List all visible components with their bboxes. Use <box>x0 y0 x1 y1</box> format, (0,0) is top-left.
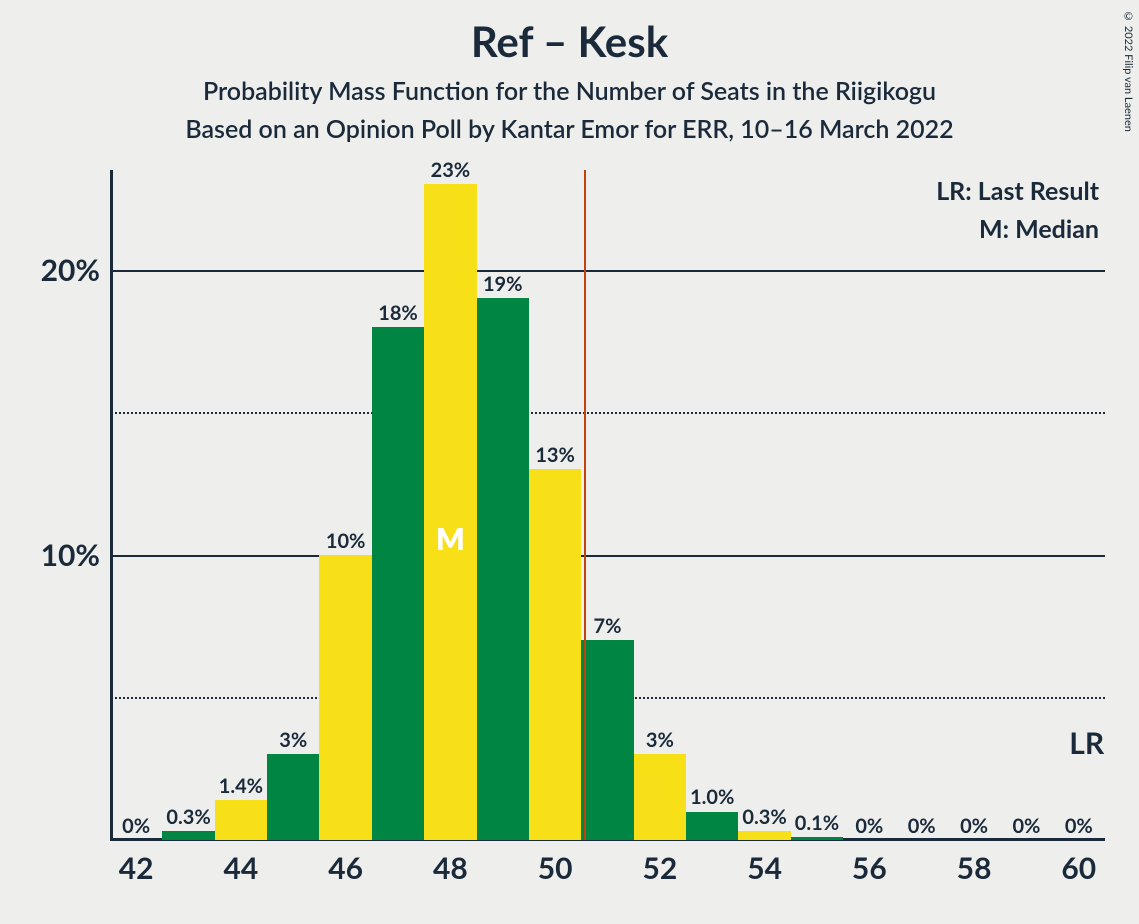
x-tick-label: 44 <box>224 850 259 886</box>
bar-value-label: 0% <box>908 814 936 838</box>
bar <box>791 837 843 840</box>
bar-value-label: 0% <box>122 814 150 838</box>
bar <box>372 327 424 840</box>
bar-value-label: 0% <box>1065 814 1093 838</box>
x-tick-label: 46 <box>328 850 363 886</box>
bar-value-label: 10% <box>326 529 366 553</box>
bar-value-label: 0% <box>960 814 988 838</box>
x-tick-label: 58 <box>957 850 992 886</box>
chart-title: Ref – Kesk <box>0 16 1139 66</box>
bar-value-label: 0% <box>1012 814 1040 838</box>
bar <box>162 831 214 840</box>
y-axis <box>110 170 113 840</box>
bar-value-label: 7% <box>594 614 622 638</box>
gridline <box>110 270 1105 272</box>
legend-lr: LR: Last Result <box>936 176 1099 206</box>
x-tick-label: 52 <box>642 850 677 886</box>
bar <box>529 469 581 840</box>
bar-value-label: 0.3% <box>166 805 210 829</box>
bar <box>738 831 790 840</box>
bar-value-label: 18% <box>378 301 418 325</box>
x-tick-label: 54 <box>747 850 782 886</box>
lr-line <box>584 170 586 840</box>
bar <box>477 298 529 840</box>
bar-value-label: 13% <box>535 443 575 467</box>
chart-subtitle-2: Based on an Opinion Poll by Kantar Emor … <box>0 114 1139 144</box>
copyright-text: © 2022 Filip van Laenen <box>1122 10 1135 132</box>
y-tick-label: 20% <box>41 252 100 288</box>
bar <box>267 754 319 840</box>
gridline <box>110 555 1105 557</box>
bar <box>215 800 267 840</box>
lr-axis-label: LR <box>1069 725 1104 761</box>
bar-value-label: 19% <box>483 272 523 296</box>
bar-value-label: 1.4% <box>219 774 263 798</box>
median-mark: M <box>436 521 465 557</box>
bar-value-label: 0.1% <box>795 811 839 835</box>
x-tick-label: 60 <box>1061 850 1096 886</box>
chart-subtitle-1: Probability Mass Function for the Number… <box>0 76 1139 106</box>
x-tick-label: 42 <box>119 850 154 886</box>
bar <box>686 812 738 841</box>
legend-m: M: Median <box>979 214 1099 244</box>
bar-value-label: 1.0% <box>690 785 734 809</box>
bar <box>634 754 686 840</box>
bar-value-label: 0% <box>855 814 883 838</box>
x-tick-label: 56 <box>852 850 887 886</box>
bar <box>424 184 476 840</box>
chart-container: Ref – Kesk Probability Mass Function for… <box>0 0 1139 924</box>
bar-value-label: 0.3% <box>742 805 786 829</box>
bar <box>581 640 633 840</box>
x-tick-label: 48 <box>433 850 468 886</box>
plot-area: LR: Last Result M: Median 10%20%42444648… <box>110 170 1105 840</box>
bar-value-label: 3% <box>646 728 674 752</box>
x-tick-label: 50 <box>538 850 573 886</box>
y-tick-label: 10% <box>41 537 100 573</box>
bar <box>319 555 371 840</box>
gridline-minor <box>110 412 1105 414</box>
bar-value-label: 23% <box>431 158 471 182</box>
bar-value-label: 3% <box>279 728 307 752</box>
